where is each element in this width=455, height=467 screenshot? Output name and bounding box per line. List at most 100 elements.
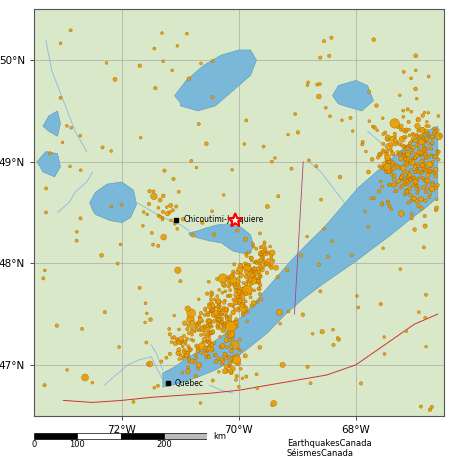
Point (422, 148, 430, 155)
Point (216, 315, 223, 322)
Point (374, 127, 381, 134)
Point (216, 302, 223, 310)
Point (256, 285, 263, 293)
Point (257, 273, 264, 280)
Point (188, 327, 196, 334)
Point (235, 290, 242, 297)
Point (117, 241, 124, 248)
Point (218, 311, 226, 318)
Point (228, 322, 235, 330)
Point (247, 281, 254, 288)
Point (215, 355, 222, 362)
Point (384, 134, 391, 141)
Point (318, 196, 325, 203)
Point (205, 318, 212, 325)
Point (167, 350, 174, 358)
Point (215, 297, 222, 305)
Point (196, 313, 203, 321)
Point (66, 163, 74, 170)
Point (215, 368, 222, 375)
Point (206, 333, 213, 340)
Polygon shape (90, 182, 136, 223)
Point (243, 252, 250, 260)
Point (223, 367, 231, 375)
Point (223, 276, 230, 283)
Point (369, 123, 376, 130)
Point (255, 275, 262, 283)
Point (391, 133, 399, 141)
Point (258, 256, 265, 263)
Point (409, 155, 416, 162)
Point (205, 318, 212, 325)
Point (227, 292, 234, 299)
Point (407, 176, 414, 184)
Point (258, 266, 266, 274)
Point (229, 332, 236, 340)
Point (218, 356, 225, 363)
Point (171, 312, 178, 319)
Point (187, 310, 195, 317)
Point (425, 161, 433, 168)
Point (257, 282, 264, 289)
Point (380, 165, 388, 172)
Point (207, 296, 214, 304)
Point (422, 150, 430, 157)
Point (432, 167, 439, 174)
Point (144, 361, 152, 368)
Point (400, 143, 407, 150)
Point (417, 132, 425, 139)
Point (423, 127, 430, 134)
Point (208, 300, 215, 307)
Point (256, 250, 263, 258)
Point (201, 323, 208, 331)
Point (251, 274, 258, 282)
Point (236, 293, 243, 301)
Point (433, 196, 440, 203)
Point (203, 325, 210, 332)
Point (422, 197, 429, 205)
Point (164, 210, 171, 217)
Point (194, 365, 202, 373)
Point (213, 292, 221, 300)
Point (198, 343, 206, 350)
Point (189, 358, 196, 365)
Point (254, 277, 262, 285)
Point (400, 151, 408, 159)
Point (222, 288, 229, 295)
Point (404, 188, 411, 195)
Point (160, 192, 167, 200)
Point (204, 311, 212, 318)
Point (315, 93, 323, 100)
Point (402, 176, 409, 184)
Point (227, 318, 234, 326)
Point (155, 242, 162, 249)
Point (406, 142, 413, 150)
Point (201, 322, 208, 330)
Point (244, 277, 251, 285)
Point (418, 138, 425, 146)
Point (236, 266, 243, 274)
Point (419, 162, 426, 169)
Point (224, 319, 232, 326)
Point (223, 312, 230, 320)
Point (151, 45, 158, 52)
Point (232, 283, 239, 291)
Point (180, 332, 187, 340)
Point (379, 130, 387, 138)
Point (226, 353, 233, 361)
Point (316, 80, 324, 88)
Point (429, 158, 436, 165)
Point (261, 239, 268, 246)
Point (207, 289, 215, 296)
Point (182, 338, 189, 345)
Point (248, 302, 255, 310)
Point (403, 187, 410, 194)
Point (218, 318, 226, 325)
Point (220, 191, 228, 198)
Point (425, 193, 433, 201)
Point (211, 296, 218, 303)
Point (313, 81, 321, 88)
Point (410, 131, 417, 139)
Point (261, 250, 268, 258)
Point (247, 254, 254, 262)
